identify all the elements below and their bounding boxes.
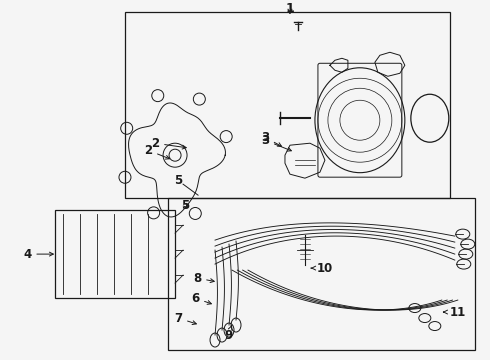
Text: 10: 10 <box>311 262 333 275</box>
Text: 2: 2 <box>151 137 186 150</box>
Text: 11: 11 <box>443 306 466 319</box>
Text: 9: 9 <box>224 326 232 342</box>
Text: 8: 8 <box>193 271 214 284</box>
Bar <box>168 198 475 350</box>
Text: 3: 3 <box>261 131 282 146</box>
Text: 6: 6 <box>191 292 211 305</box>
Bar <box>55 210 175 298</box>
Text: 3: 3 <box>261 134 292 151</box>
Text: 5: 5 <box>174 174 182 187</box>
Bar <box>125 12 450 198</box>
Text: 7: 7 <box>174 311 196 324</box>
Text: 4: 4 <box>23 248 53 261</box>
Text: 2: 2 <box>144 144 170 159</box>
Text: 5: 5 <box>181 199 189 212</box>
Text: 1: 1 <box>286 2 294 15</box>
